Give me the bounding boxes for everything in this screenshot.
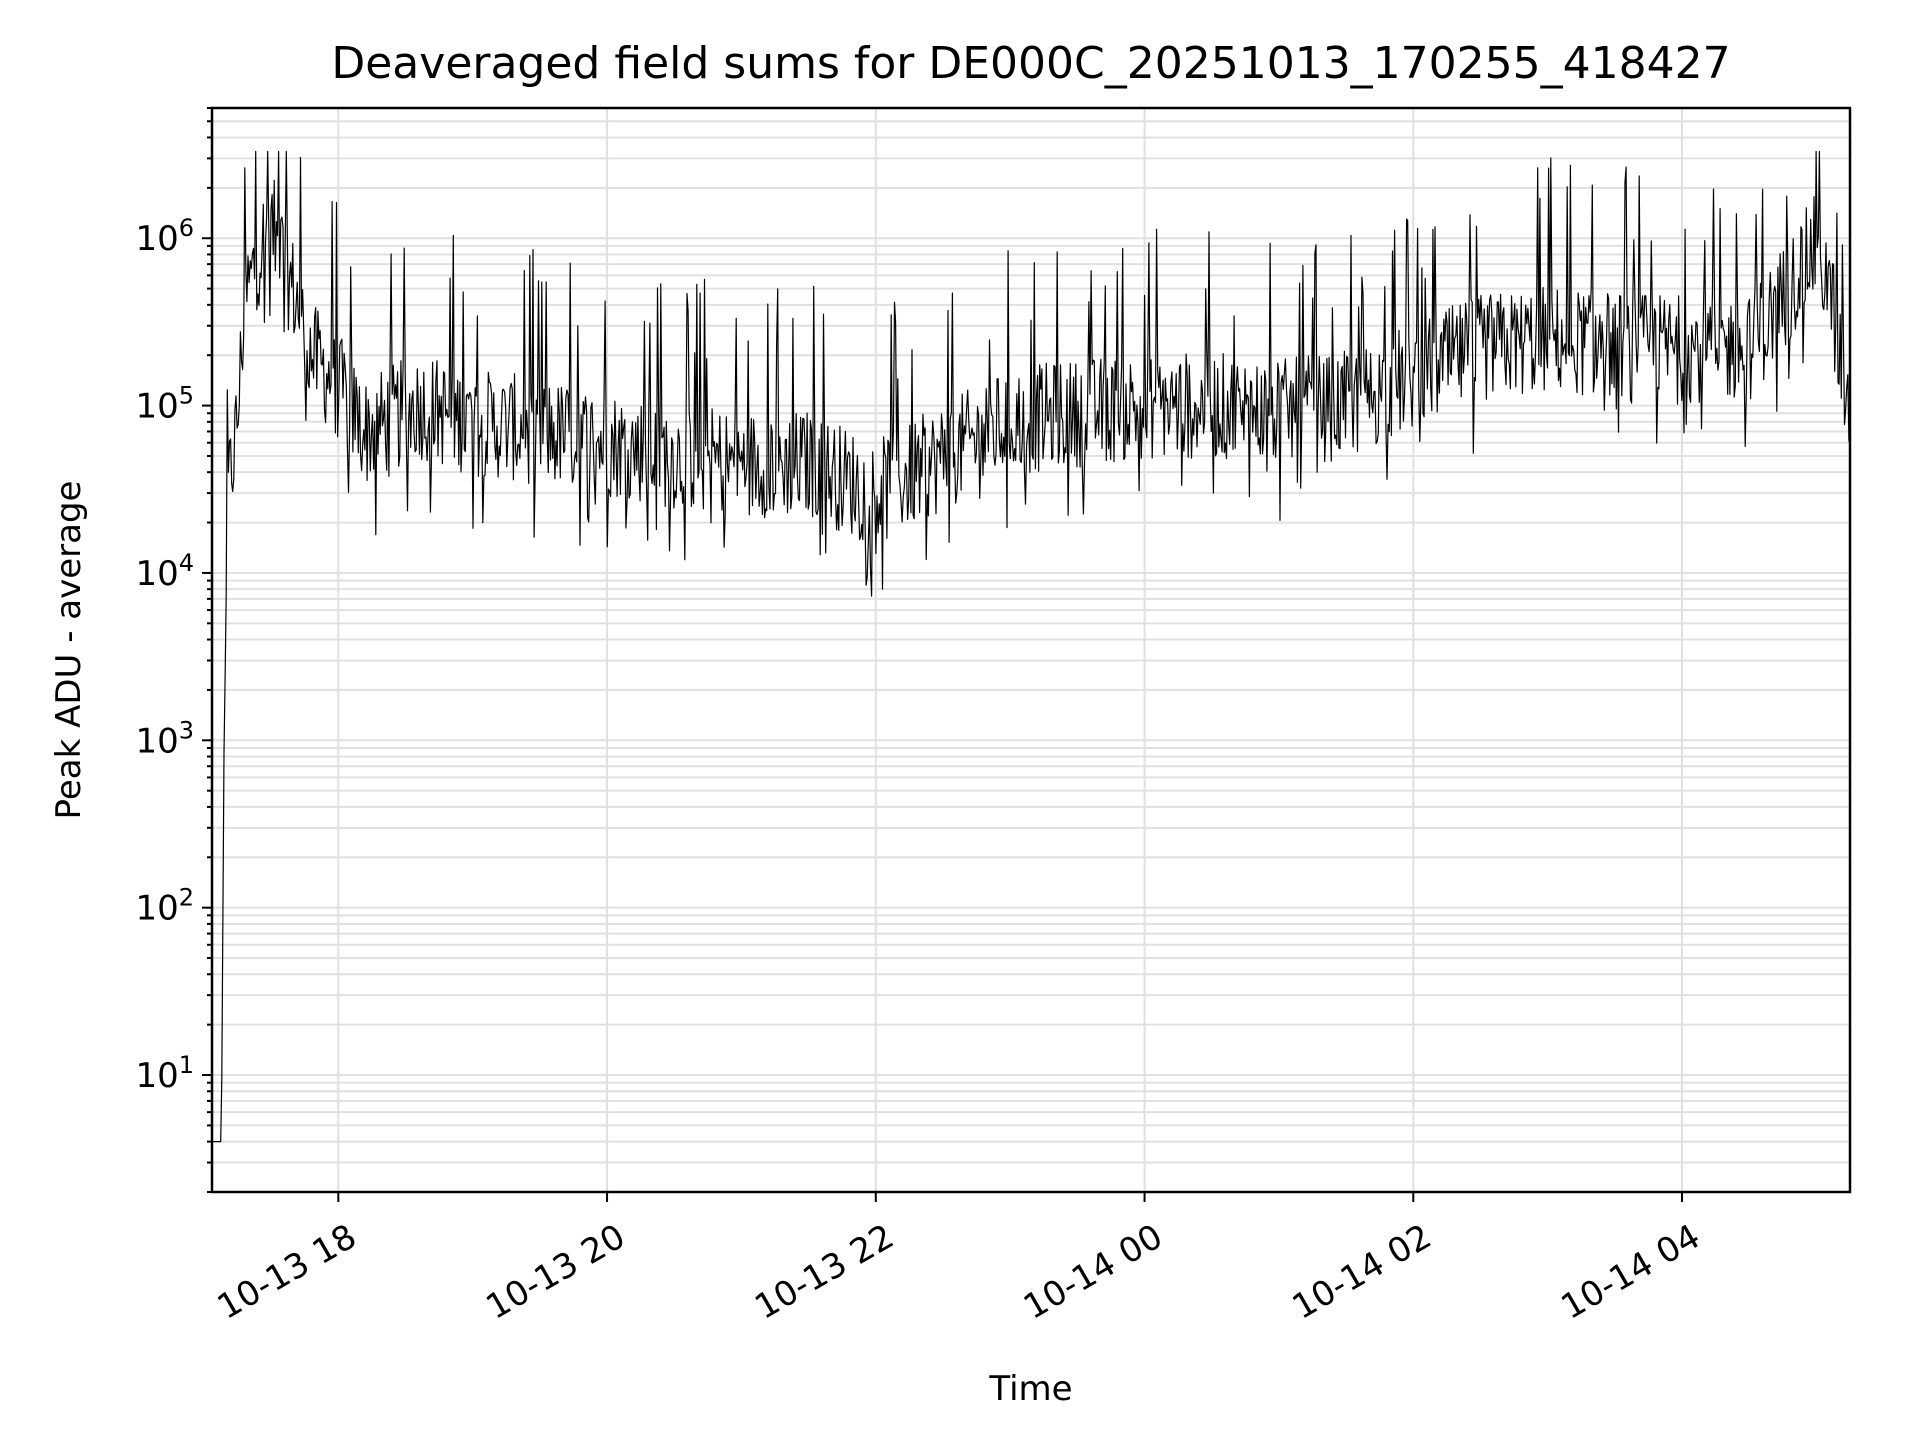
y-tick-label: 104 xyxy=(135,549,194,594)
series-line xyxy=(212,150,1851,1143)
grid xyxy=(212,107,1850,1193)
y-axis-label: Peak ADU - average xyxy=(49,481,89,820)
y-tick-label: 105 xyxy=(135,382,194,427)
y-tick-label: 106 xyxy=(135,214,194,259)
x-axis-label: Time xyxy=(988,1369,1072,1409)
y-tick-label: 101 xyxy=(135,1051,194,1096)
chart-title: Deaveraged field sums for DE000C_2025101… xyxy=(331,38,1730,89)
series-line-group xyxy=(212,150,1851,1143)
plot-frame xyxy=(210,106,1852,1194)
y-axis: 101 102 103 104 105 106 xyxy=(135,107,212,1193)
y-tick-label: 102 xyxy=(135,884,194,929)
y-tick-label: 103 xyxy=(135,716,194,761)
